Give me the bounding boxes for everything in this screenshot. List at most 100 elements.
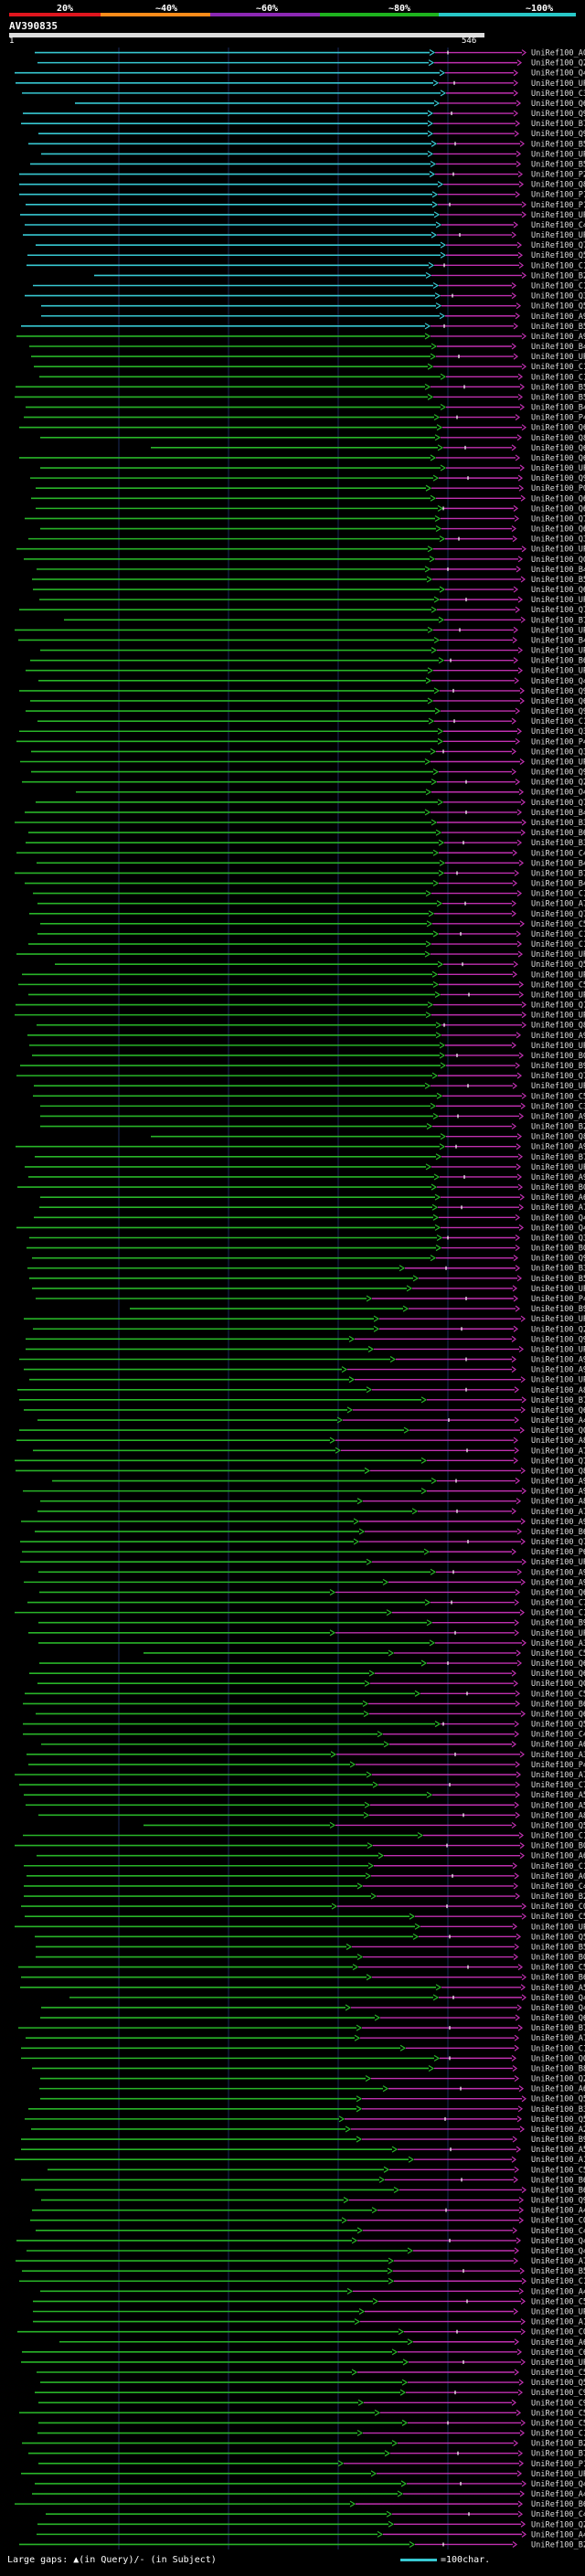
hit-label[interactable]: UniRef100_A9PB29	[531, 1578, 585, 1587]
hit-label[interactable]: UniRef100_Q6CP67	[531, 1710, 585, 1719]
hit-row[interactable]: UniRef100_Q6EE82	[39, 1659, 585, 1669]
hit-row[interactable]: UniRef100_B0SBJ1	[27, 1245, 585, 1254]
hit-label[interactable]: UniRef100_B5G174	[531, 160, 585, 169]
hit-label[interactable]: UniRef100_UP000...	[531, 626, 585, 635]
hit-label[interactable]: UniRef100_Q8L4L4	[531, 1133, 585, 1142]
hit-label[interactable]: UniRef100_C5NB00	[531, 1913, 585, 1922]
hit-label[interactable]: UniRef100_C1FFT4	[531, 2277, 585, 2286]
hit-row[interactable]: UniRef100_C9Z2L3	[35, 2389, 585, 2398]
hit-row[interactable]: UniRef100_C1BEQ7	[37, 717, 585, 726]
hit-row[interactable]: UniRef100_B4M2H3	[37, 566, 585, 575]
hit-label[interactable]: UniRef100_Q6EE82	[531, 1659, 585, 1669]
hit-row[interactable]: UniRef100_Q6UNT2	[24, 1406, 585, 1415]
hit-row[interactable]: UniRef100_Q8WXQ2	[40, 434, 585, 443]
hit-row[interactable]: UniRef100_A8UA44	[40, 1498, 585, 1507]
hit-row[interactable]: UniRef100_C1BMA7	[37, 930, 585, 939]
hit-row[interactable]: UniRef100_A9S013	[24, 1366, 585, 1375]
hit-label[interactable]: UniRef100_Q6XN71	[531, 586, 585, 595]
hit-row[interactable]: UniRef100_UP000...	[40, 647, 585, 656]
hit-label[interactable]: UniRef100_A7TKQ5	[531, 1771, 585, 1780]
hit-row[interactable]: UniRef100_UP000...	[41, 150, 585, 159]
hit-row[interactable]: UniRef100_C5GS54	[48, 2166, 585, 2175]
hit-row[interactable]: UniRef100_A7S119	[37, 900, 585, 909]
hit-label[interactable]: UniRef100_Q5IUC7	[531, 251, 585, 260]
hit-row[interactable]: UniRef100_B4JQ19	[25, 880, 585, 889]
hit-row[interactable]: UniRef100_UP000...	[16, 950, 585, 959]
hit-row[interactable]: UniRef100_Q7PL60	[25, 514, 585, 524]
hit-row[interactable]: UniRef100_UP000...	[22, 970, 585, 980]
hit-row[interactable]: UniRef100_C5XDU2	[40, 920, 585, 929]
hit-row[interactable]: UniRef100_A7TKQ5	[15, 1771, 585, 1780]
hit-row[interactable]: UniRef100_Q6C4Z8	[39, 1588, 585, 1597]
hit-row[interactable]: UniRef100_UP000...	[29, 1376, 585, 1385]
hit-label[interactable]: UniRef100_C4LZK0	[531, 2510, 585, 2519]
hit-label[interactable]: UniRef100_UP000...	[531, 1315, 585, 1324]
hit-row[interactable]: UniRef100_Q6PL59	[19, 454, 585, 463]
hit-label[interactable]: UniRef100_B3NQ25	[531, 819, 585, 828]
hit-row[interactable]: UniRef100_UP000...	[28, 1629, 585, 1638]
hit-label[interactable]: UniRef100_Q9TVC5	[531, 1335, 585, 1344]
hit-row[interactable]: UniRef100_Q3SHQ6	[29, 1234, 585, 1243]
hit-label[interactable]: UniRef100_Q6FJY0	[531, 1670, 585, 1679]
hit-label[interactable]: UniRef100_A5E6D8	[531, 1801, 585, 1810]
hit-label[interactable]: UniRef100_B5VGY2	[531, 1275, 585, 1284]
hit-label[interactable]: UniRef100_C5XDU2	[531, 920, 585, 929]
hit-row[interactable]: UniRef100_Q5Y4T5	[23, 1721, 585, 1730]
hit-label[interactable]: UniRef100_Q4S5X4	[531, 1214, 585, 1223]
hit-row[interactable]: UniRef100_Q74306	[20, 1538, 585, 1547]
hit-row[interactable]: UniRef100_A4RH25	[40, 2287, 585, 2296]
hit-label[interactable]: UniRef100_A8UA44	[531, 1498, 585, 1507]
hit-label[interactable]: UniRef100_P47962	[531, 737, 585, 747]
hit-label[interactable]: UniRef100_Q5WX27	[531, 1933, 585, 1942]
hit-row[interactable]: UniRef100_B6H4Z3	[21, 1974, 585, 1983]
hit-row[interactable]: UniRef100_Q0U6Y1	[24, 556, 585, 565]
hit-label[interactable]: UniRef100_B7FJX5	[531, 1153, 585, 1162]
hit-label[interactable]: UniRef100_B9Z9K9	[531, 1619, 585, 1628]
hit-row[interactable]: UniRef100_A5DLB6	[21, 2146, 585, 2155]
hit-label[interactable]: UniRef100_B6EMJ2	[531, 2176, 585, 2185]
hit-row[interactable]: UniRef100_A4I8B8	[32, 2490, 585, 2499]
hit-row[interactable]: UniRef100_C5DEW6	[144, 1649, 585, 1659]
hit-label[interactable]: UniRef100_UP000...	[531, 647, 585, 656]
hit-row[interactable]: UniRef100_B5EEY9	[15, 393, 585, 402]
hit-label[interactable]: UniRef100_UP000...	[531, 667, 585, 676]
hit-label[interactable]: UniRef100_B2Y325	[531, 271, 585, 281]
hit-label[interactable]: UniRef100_C5DEW6	[531, 1649, 585, 1659]
hit-label[interactable]: UniRef100_B7PPQ0	[531, 2450, 585, 2459]
hit-label[interactable]: UniRef100_A5DLB6	[531, 2146, 585, 2155]
hit-row[interactable]: UniRef100_Q6CS53	[75, 100, 585, 109]
hit-row[interactable]: UniRef100_P46777	[24, 414, 585, 423]
hit-label[interactable]: UniRef100_P09895	[531, 484, 585, 493]
hit-row[interactable]: UniRef100_B6TYP7	[30, 657, 585, 666]
hit-label[interactable]: UniRef100_A1DID4	[531, 2156, 585, 2165]
hit-label[interactable]: UniRef100_P15589	[531, 2460, 585, 2469]
hit-row[interactable]: UniRef100_A7TI40	[26, 2034, 585, 2043]
hit-row[interactable]: UniRef100_UP000...	[39, 596, 585, 605]
hit-label[interactable]: UniRef100_B4LQQ5	[531, 343, 585, 352]
hit-row[interactable]: UniRef100_Q86LY6	[37, 1022, 585, 1031]
hit-label[interactable]: UniRef100_A6UEW1	[531, 1193, 585, 1203]
hit-label[interactable]: UniRef100_B7TI11	[531, 1396, 585, 1405]
hit-row[interactable]: UniRef100_A9XEG3	[41, 313, 585, 322]
hit-label[interactable]: UniRef100_P49405	[531, 1761, 585, 1770]
hit-label[interactable]: UniRef100_B6H4Z3	[531, 1974, 585, 1983]
hit-label[interactable]: UniRef100_B2AWP9	[531, 2440, 585, 2449]
hit-label[interactable]: UniRef100_A6YSM9	[531, 1852, 585, 1861]
hit-row[interactable]: UniRef100_O44248	[76, 789, 585, 798]
hit-label[interactable]: UniRef100_Q3SHQ6	[531, 1234, 585, 1243]
hit-row[interactable]: UniRef100_Q2GYD4	[40, 2075, 585, 2084]
hit-row[interactable]: UniRef100_Q3SZ29	[28, 535, 585, 545]
hit-row[interactable]: UniRef100_B6RB96	[35, 1528, 585, 1537]
hit-row[interactable]: UniRef100_A9SNH3	[16, 1143, 585, 1152]
hit-label[interactable]: UniRef100_C1EPY3	[531, 2430, 585, 2439]
hit-label[interactable]: UniRef100_A6ZNC1	[531, 1741, 585, 1750]
hit-label[interactable]: UniRef100_Q6NTF6	[531, 525, 585, 535]
hit-row[interactable]: UniRef100_Q9HTM3	[23, 110, 585, 119]
hit-row[interactable]: UniRef100_B6FSR5	[35, 2186, 585, 2195]
hit-row[interactable]: UniRef100_C1BF17	[28, 940, 585, 949]
hit-label[interactable]: UniRef100_B5X413	[531, 323, 585, 332]
hit-row[interactable]: UniRef100_Q0V9V2	[37, 1680, 585, 1689]
hit-label[interactable]: UniRef100_A7HV59	[531, 2257, 585, 2266]
hit-row[interactable]: UniRef100_Q4FWT2	[35, 2480, 585, 2489]
hit-label[interactable]: UniRef100_A6RP78	[531, 2338, 585, 2348]
